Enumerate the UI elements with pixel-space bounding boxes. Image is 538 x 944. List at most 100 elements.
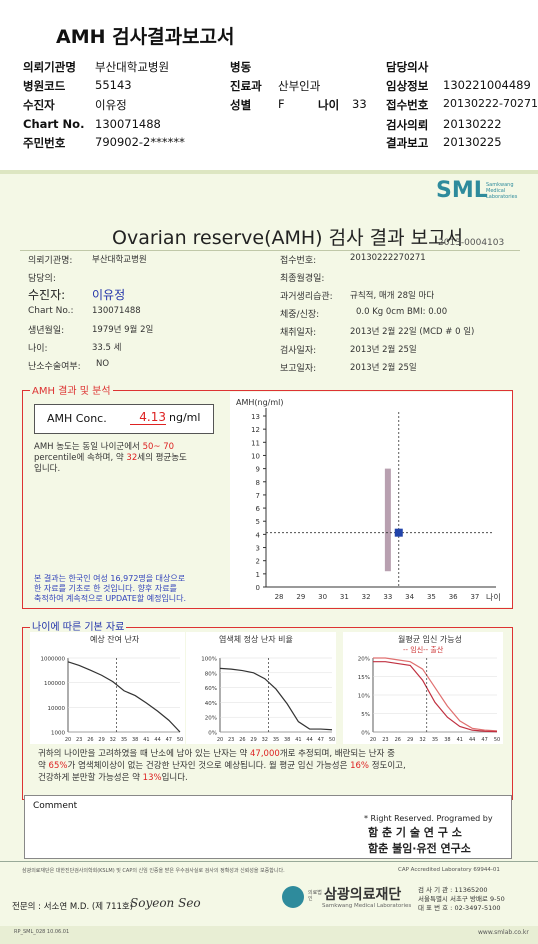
amh-y-tick-label: 13 [251,413,260,421]
info-patient-value: 이유정 [92,288,126,302]
header-value-dept: 산부인과 [278,79,321,93]
summary-text-5: 정도이고, [371,761,406,771]
age-summary: 귀하의 나이만을 고려하였을 때 난소에 남아 있는 난자는 약 47,000개… [38,748,508,784]
header-label-sex: 성별 [230,98,252,112]
mini-preg-title: 월평균 임신 가능성 [398,634,462,644]
mini-x-tick-label: 47 [166,737,172,743]
amh-y-tick-label: 8 [256,479,260,487]
footer-fine-print: 삼광의료재단은 대한진단검사의학회(KSLM) 및 CAP의 신임 인증을 받은… [22,868,285,874]
header-value-result: 20130225 [443,135,502,149]
note-line-3: 축적하여 계속적으로 UPDATE할 예정입니다. [34,594,187,603]
info-hospital-value: 부산대학교병원 [92,255,147,265]
amh-chart-ylabel: AMH(ng/ml) [236,398,284,407]
amh-y-tick-label: 4 [256,531,261,539]
amh-interpretation: AMH 농도는 동일 나이군에서 50~ 70 percentile에 속하며,… [34,442,224,475]
mini-y-tick-label: 10000 [48,706,66,712]
report-sheet: SML Samkwang Medical Laboratories Ovaria… [0,170,538,944]
org-name-2: 함춘 불임·유전 연구소 [368,842,471,855]
summary-text-1: 귀하의 나이만을 고려하였을 때 난소에 남아 있는 난자는 약 [38,749,248,759]
amh-y-tick-label: 0 [256,584,260,592]
interp-age: 32 [126,453,138,463]
info-test-label: 검사일자: [280,346,317,356]
contact-block: 검 사 기 관 : 11365200 서울특별시 서초구 방배로 9-50 대 … [418,886,505,913]
specialist: 전문의 : 서소연 M.D. (제 711호) [12,902,134,912]
amh-conc-unit: ng/ml [169,411,201,424]
header-value-clinical: 130221004489 [443,78,531,92]
info-cycle-label: 과거생리습관: [280,292,333,302]
info-cycle-value: 규칙적, 매개 28일 마다 [350,291,435,301]
header-label-patient: 수진자 [23,98,55,112]
mini-chromo-bg [186,632,336,744]
mini-preg-bg [343,632,503,744]
header-value-id: 790902-2****** [95,135,185,149]
amh-section-box [22,390,513,609]
mini-x-tick-label: 38 [132,737,138,743]
amh-patient-point [394,528,403,537]
mini-x-tick-label: 29 [407,737,413,743]
info-collect-value: 2013년 2월 22일 (MCD # 0 일) [350,327,475,337]
footer-bar [0,926,538,944]
summary-preg: 16% [350,761,370,771]
info-surgery-label: 난소수술여부: [28,362,81,372]
summary-birth: 13% [142,773,162,783]
amh-x-tick-label: 28 [275,593,284,601]
mini-y-tick-label: 10% [358,694,370,700]
header-label-code: 병원코드 [23,79,66,93]
mini-eggs-title: 예상 잔여 난자 [90,634,140,644]
summary-pct: 65% [48,761,68,771]
mini-x-tick-label: 44 [469,737,475,743]
title-divider [20,250,520,251]
cap-accreditation: CAP Accredited Laboratory 69944-01 [398,867,500,873]
mini-y-tick-label: 100000 [44,681,65,687]
mini-x-tick-label: 41 [295,737,301,743]
info-lmp-label: 최종월경일: [280,274,325,284]
amh-y-tick-label: 12 [251,426,260,434]
summary-eggs: 47,000 [250,749,280,759]
header-label-chart: Chart No. [23,117,85,131]
info-hospital-label: 의뢰기관명: [28,256,73,266]
info-body-label: 체중/신장: [280,310,320,320]
rights-text: * Right Reserved. Programed by [364,814,493,823]
contact-line-1: 검 사 기 관 : 11365200 [418,886,488,894]
report-title: Ovarian reserve(AMH) 검사 결과 보고서 [112,227,464,249]
mini-y-tick-label: 0% [208,731,217,737]
signature: Soyeon Seo [130,896,201,910]
summary-text-7: 입니다. [161,773,188,783]
info-birth-label: 생년월일: [28,326,65,336]
mini-eggs-bg [30,632,185,744]
mini-y-tick-label: 20% [205,716,217,722]
contact-line-2: 서울특별시 서초구 방배로 9-50 [418,895,505,903]
mini-x-tick-label: 44 [306,737,312,743]
mini-x-tick-label: 32 [419,737,425,743]
mini-x-tick-label: 50 [329,737,335,743]
mini-chromo-title: 염색체 정상 난자 비율 [219,634,293,644]
amh-x-tick-label: 32 [362,593,371,601]
mini-x-tick-label: 38 [444,737,450,743]
info-receipt-value: 20130222270271 [350,253,426,263]
header-value-age: 33 [352,97,367,111]
info-collect-label: 채취일자: [280,328,317,338]
mini-x-tick-label: 44 [154,737,160,743]
mini-x-tick-label: 20 [65,737,71,743]
amh-value-box: AMH Conc. 4.13 ng/ml [34,404,214,434]
mini-x-tick-label: 47 [481,737,487,743]
header-value-sex: F [278,97,285,111]
amh-range-bar [384,468,391,572]
mini-x-tick-label: 32 [262,737,268,743]
info-body-value: 0.0 Kg 0cm BMI: 0.00 [356,307,448,317]
mini-preg-line-0 [373,657,498,732]
info-age-value: 33.5 세 [92,343,122,353]
mini-x-tick-label: 35 [121,737,127,743]
mini-chromo-line [219,667,333,731]
header-value-patient: 이유정 [95,98,127,112]
note-line-2: 한 자료를 기초로 한 것입니다. 향후 자료를 [34,584,177,593]
mini-x-tick-label: 29 [250,737,256,743]
header-label-hospital: 의뢰기관명 [23,60,76,74]
contact-line-3: 대 표 번 호 : 02-3497-5100 [418,904,501,912]
amh-y-tick-label: 7 [256,492,260,500]
age-section-title: 나이에 따른 기본 자료 [30,618,127,633]
header-label-age: 나이 [318,98,340,112]
foundation-en: Samkwang Medical Laboratories [322,903,412,909]
mini-x-tick-label: 20 [370,737,376,743]
